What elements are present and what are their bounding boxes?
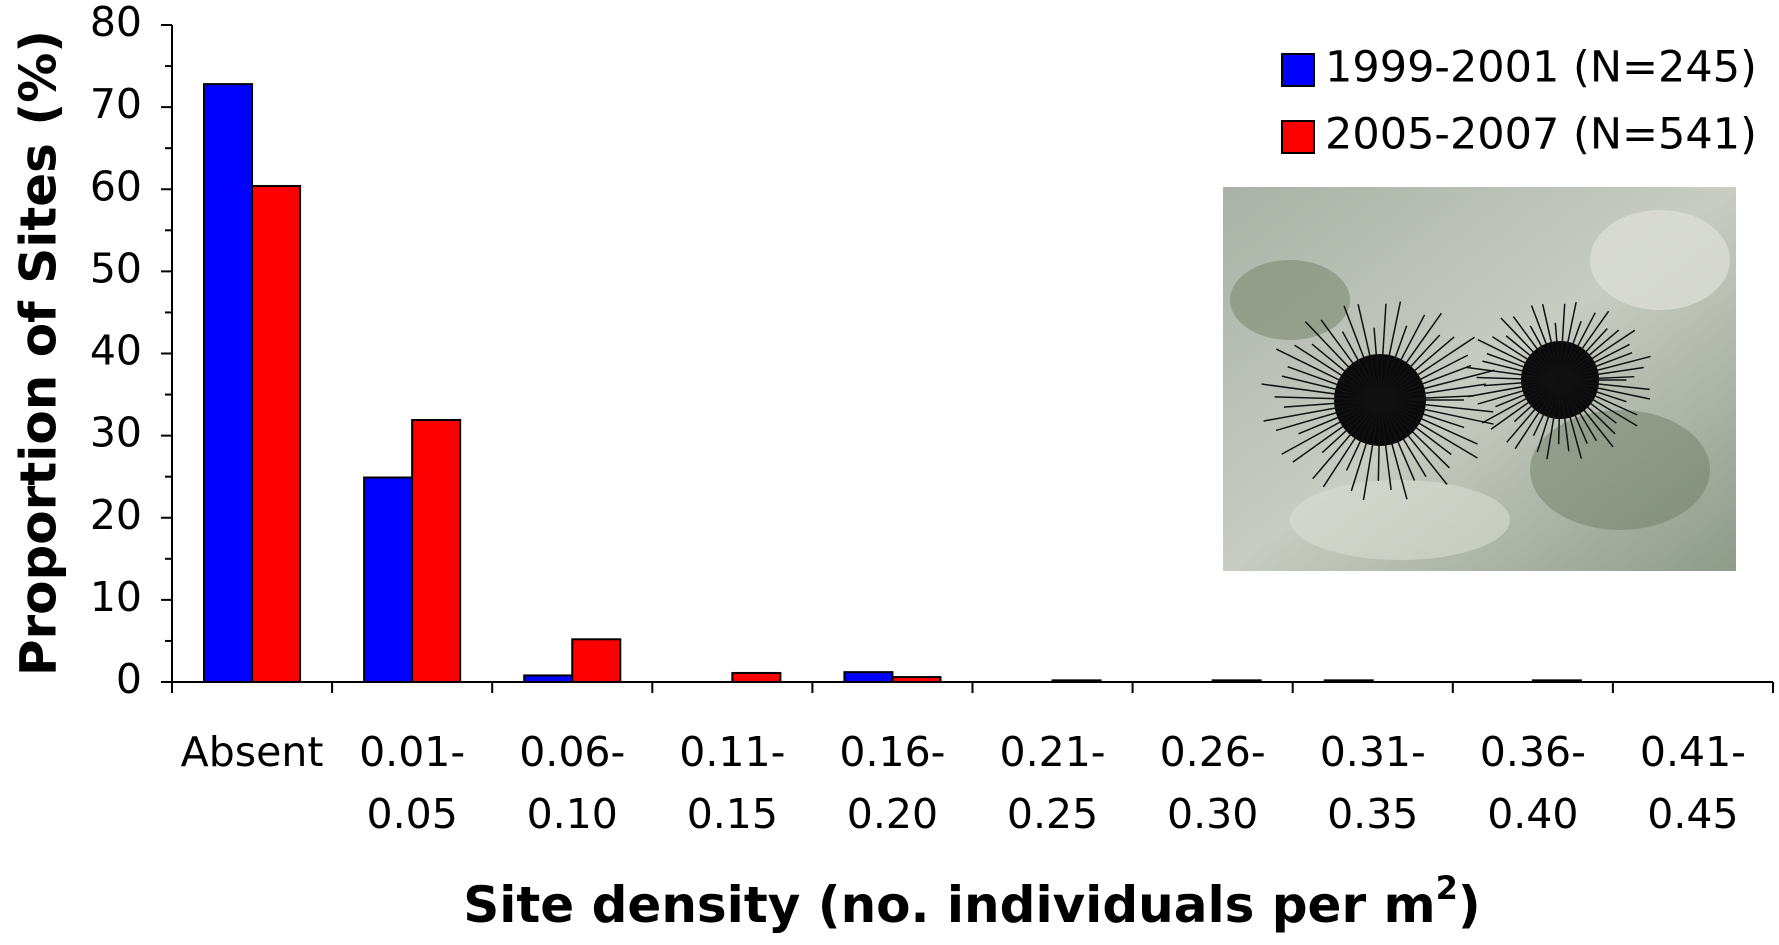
x-tick-label-line: 0.21- — [1000, 728, 1106, 776]
x-tick-label-line: 0.26- — [1160, 728, 1266, 776]
bar — [1211, 679, 1262, 683]
legend-label: 1999-2001 (N=245) — [1325, 43, 1757, 93]
x-tick-label: 0.26- 0.30 — [1160, 728, 1266, 838]
x-axis-title-suffix: ) — [1458, 876, 1481, 934]
bar — [411, 419, 462, 683]
x-tick-label: 0.01- 0.05 — [359, 728, 465, 838]
photo — [1223, 187, 1736, 571]
bar — [571, 638, 622, 683]
x-tick-label-line: 0.31- — [1320, 728, 1426, 776]
x-tick-label-line: 0.41- — [1640, 728, 1746, 776]
x-tick-label-line: 0.15 — [687, 790, 778, 838]
legend-swatch — [1281, 120, 1315, 154]
x-tick-label-line: 0.40 — [1487, 790, 1578, 838]
bar — [363, 476, 414, 684]
x-tick-label: Absent — [181, 728, 324, 776]
x-tick-label-line: 0.10 — [527, 790, 618, 838]
y-axis-title: Proportion of Sites (%) — [10, 30, 68, 676]
x-tick-label-line: 0.11- — [679, 728, 785, 776]
x-axis-title: Site density (no. individuals per m2) — [463, 869, 1481, 934]
x-tick-label: 0.21- 0.25 — [1000, 728, 1106, 838]
x-tick-label: 0.31- 0.35 — [1320, 728, 1426, 838]
y-tick-label: 0 — [116, 655, 142, 703]
x-axis-title-superscript: 2 — [1436, 869, 1458, 907]
bar — [843, 671, 894, 684]
x-tick-label-line: 0.30 — [1167, 790, 1258, 838]
bar — [731, 671, 782, 683]
x-tick-label-line: 0.35 — [1327, 790, 1418, 838]
x-tick-label-line: 0.45 — [1647, 790, 1738, 838]
x-tick-label-line: 0.16- — [839, 728, 945, 776]
x-tick-label: 0.36- 0.40 — [1480, 728, 1586, 838]
bar — [523, 674, 574, 683]
x-tick-label: 0.11- 0.15 — [679, 728, 785, 838]
y-tick-label: 10 — [90, 573, 142, 621]
bar — [203, 83, 254, 683]
x-axis-title-text: Site density (no. individuals per m — [463, 876, 1435, 934]
bar — [891, 676, 942, 684]
bar — [1323, 679, 1374, 683]
x-tick-label-line: 0.25 — [1007, 790, 1098, 838]
bar — [251, 184, 302, 683]
bar — [1051, 679, 1102, 683]
x-tick-label: 0.16- 0.20 — [839, 728, 945, 838]
legend-swatch — [1281, 53, 1315, 87]
bar — [1531, 679, 1582, 683]
legend-label: 2005-2007 (N=541) — [1325, 110, 1757, 160]
y-tick-label: 70 — [90, 80, 142, 128]
y-tick-label: 60 — [90, 162, 142, 210]
x-tick-label-line: 0.20 — [847, 790, 938, 838]
y-tick-label: 50 — [90, 244, 142, 292]
x-tick-label-line: 0.05 — [367, 790, 458, 838]
x-tick-label-line: 0.01- — [359, 728, 465, 776]
x-tick-label: 0.06- 0.10 — [519, 728, 625, 838]
x-tick-label-line: Absent — [181, 728, 324, 776]
y-tick-label: 30 — [90, 409, 142, 457]
x-tick-label: 0.41- 0.45 — [1640, 728, 1746, 838]
y-tick-label: 80 — [90, 0, 142, 46]
x-tick-label-line: 0.36- — [1480, 728, 1586, 776]
y-tick-label: 40 — [90, 327, 142, 375]
x-tick-label-line: 0.06- — [519, 728, 625, 776]
y-tick-label: 20 — [90, 491, 142, 539]
